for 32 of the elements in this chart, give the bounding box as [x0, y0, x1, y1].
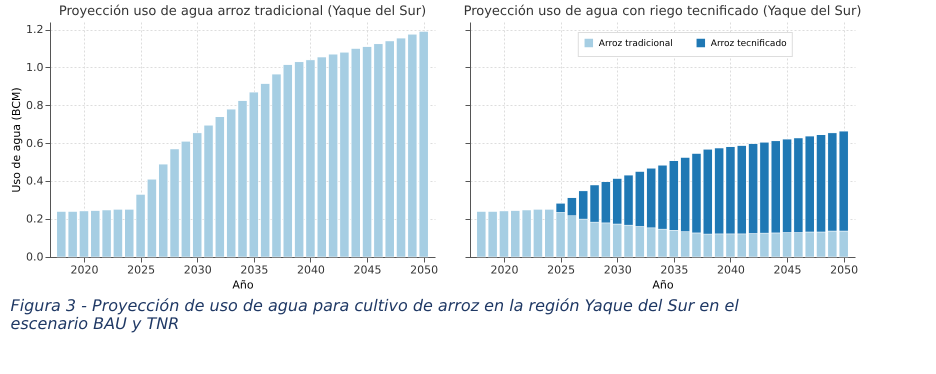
x-tick-label: 2040	[716, 264, 745, 276]
legend-label: Arroz tecnificado	[710, 39, 788, 49]
legend-label: Arroz tradicional	[598, 39, 673, 49]
x-tick-label: 2030	[604, 264, 632, 276]
x-axis-title: Año	[232, 278, 254, 292]
x-tick-label: 2025	[127, 264, 156, 276]
chart-title: Proyección uso de agua arroz tradicional (Yaque del Sur)	[58, 4, 426, 19]
text: Figura 3 - Proyección de uso de agua para cultivo de arroz en la región Yaque del Sur en el escenario BAU y TNR	[10, 296, 740, 333]
x-tick-label: 2045	[354, 264, 382, 276]
bar	[56, 211, 66, 258]
y-tick-label: 1.0	[26, 60, 44, 74]
x-tick-label: 2045	[774, 264, 802, 276]
x-tick-label: 2030	[184, 264, 212, 276]
y-tick-label: 0.6	[26, 136, 44, 150]
x-tick-label: 2020	[490, 264, 518, 276]
x-tick-label: 2040	[296, 264, 325, 276]
bar	[476, 211, 486, 258]
x-tick-label: 2050	[410, 264, 438, 276]
y-tick-label: 1.2	[26, 23, 44, 36]
x-tick-label: 2035	[240, 264, 268, 276]
bar	[418, 31, 428, 258]
x-tick-label: 2050	[830, 264, 858, 276]
y-tick-label: 0.4	[26, 174, 44, 188]
y-axis-title: Uso de agua (BCM)	[10, 87, 24, 193]
x-axis-title: Año	[652, 278, 674, 292]
chart-title: Proyección uso de agua con riego tecnificado (Yaque del Sur)	[464, 4, 862, 19]
x-tick-label: 2025	[547, 264, 576, 276]
y-tick-label: 0.2	[26, 212, 44, 226]
y-tick-label: 0.0	[26, 250, 44, 264]
x-tick-label: 2020	[70, 264, 98, 276]
y-tick-label: 0.8	[26, 98, 44, 112]
x-tick-label: 2035	[660, 264, 688, 276]
